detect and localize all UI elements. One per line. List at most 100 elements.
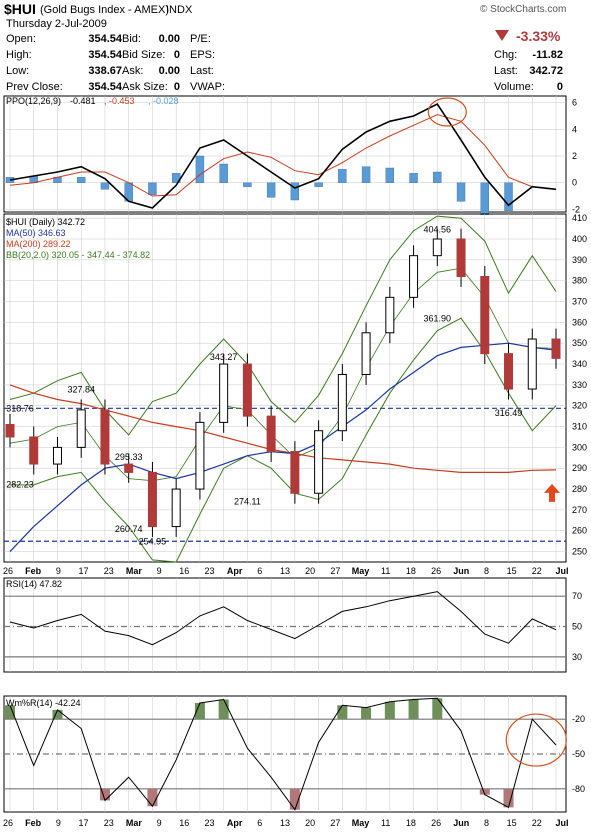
wm-x-label: 13 [280, 818, 290, 828]
price-annotation: 327.84 [67, 384, 95, 394]
ppo-histogram-bar [314, 182, 323, 187]
field-label: Last: [190, 65, 214, 77]
field-value: 354.54 [88, 81, 122, 93]
price-annotation: 343.27 [210, 352, 238, 362]
brand-mark[interactable]: © StockCharts.com [480, 4, 567, 15]
wm-highlight-circle [505, 713, 567, 767]
price-candle-body [171, 488, 181, 528]
price-annotation: 274.11 [234, 496, 261, 506]
field-value: 0 [556, 81, 563, 93]
price-x-label: 11 [381, 566, 390, 576]
wm-line [9, 697, 557, 811]
wm-x-label: 23 [204, 818, 214, 828]
price-candle-body [100, 409, 110, 465]
wm-x-label: Apr [227, 818, 243, 828]
ppo-histogram-bar [195, 155, 205, 183]
price-x-label: 13 [280, 566, 290, 576]
price-x-label: 20 [305, 566, 315, 576]
field-value: 342.72 [529, 65, 563, 77]
price-ytick: 330 [572, 380, 587, 390]
price-candle-body [385, 296, 395, 334]
ppo-histogram-bar [433, 171, 442, 183]
rsi-panel-frame [3, 577, 567, 673]
price-x-label: 17 [79, 566, 89, 576]
price-ytick: 350 [572, 338, 587, 348]
ppo-histogram-bar [361, 166, 371, 183]
price-candle-body [147, 471, 157, 528]
rsi-ytick: 70 [572, 591, 582, 601]
price-ytick: 300 [572, 442, 587, 452]
ppo-line [9, 102, 557, 209]
wm-x-label: 26 [431, 818, 441, 828]
field-label: Bid: [122, 33, 141, 45]
ppo-ytick: 4 [572, 124, 577, 134]
wm-x-label: Jul [555, 818, 568, 828]
field-value: 338.67 [88, 65, 122, 77]
rsi-legend-0: RSI(14) 47.82 [6, 579, 62, 589]
wm-ytick: -50 [572, 749, 585, 759]
price-candle-body [432, 238, 442, 257]
wm-overbought-fill [432, 698, 443, 720]
price-x-label: 23 [104, 566, 114, 576]
field-value: -11.82 [532, 49, 563, 61]
wm-x-label: 22 [532, 818, 542, 828]
wm-overbought-fill [361, 707, 372, 720]
ppo-histogram-bar [504, 182, 513, 211]
ma50-line [9, 342, 557, 553]
price-candle-body [290, 451, 300, 494]
price-candle-body [29, 436, 39, 465]
price-annotation: 260.74 [115, 524, 143, 534]
ppo-histogram-bar [77, 177, 86, 183]
change-percent: -3.33% [516, 28, 561, 44]
price-candle-body [409, 255, 419, 298]
ppo-legend-2: , -0.453 [104, 96, 135, 106]
wm-overbought-fill [408, 699, 419, 720]
price-ytick: 400 [572, 234, 587, 244]
price-x-label: Feb [25, 566, 42, 576]
ppo-histogram-bar [385, 167, 395, 183]
price-x-label: Jun [453, 566, 469, 576]
ppo-highlight-circle [427, 97, 467, 127]
price-ytick: 380 [572, 276, 587, 286]
field-label: Ask: [122, 65, 144, 77]
field-label: P/E: [190, 33, 211, 45]
wm-x-label: May [352, 818, 370, 828]
field-value: 354.54 [88, 49, 122, 61]
price-x-label: 18 [406, 566, 416, 576]
price-x-label: 6 [257, 566, 262, 576]
price-x-label: 27 [330, 566, 340, 576]
wm-x-label: 18 [406, 818, 416, 828]
wm-oversold-fill [289, 788, 300, 810]
price-annotation: 361.90 [424, 313, 452, 323]
rsi-line [9, 591, 557, 646]
price-x-label: 23 [204, 566, 214, 576]
field-label: Last: [494, 65, 518, 77]
down-triangle-icon [495, 30, 509, 41]
ppo-histogram-bar [456, 182, 466, 202]
price-ytick: 290 [572, 463, 587, 473]
wm-oversold-fill [99, 788, 110, 801]
price-ytick: 390 [572, 255, 587, 265]
price-annotation: 282.23 [6, 479, 34, 489]
price-annotation: 318.76 [6, 403, 34, 413]
wm-overbought-fill [52, 709, 63, 720]
price-ytick: 340 [572, 359, 587, 369]
price-x-label: 22 [532, 566, 542, 576]
price-x-label: Mar [126, 566, 143, 576]
price-ytick: 320 [572, 401, 587, 411]
wm-x-label: 8 [484, 818, 489, 828]
exchange: INDX [166, 4, 193, 16]
ppo-legend-0: PPO(12,26,9) [6, 96, 61, 106]
price-legend-2: MA(200) 289.22 [6, 239, 71, 249]
price-x-label: 16 [179, 566, 189, 576]
wm-x-label: 23 [104, 818, 114, 828]
ppo-ytick: 0 [572, 178, 577, 188]
wm-overbought-fill [384, 701, 395, 720]
field-label: Bid Size: [122, 49, 166, 61]
price-ytick: 260 [572, 526, 587, 536]
ppo-ytick: 6 [572, 98, 577, 108]
wm-overbought-fill [5, 705, 15, 720]
wm-oversold-fill [479, 788, 490, 795]
bb-middle-line [9, 267, 557, 482]
price-ytick: 280 [572, 484, 587, 494]
